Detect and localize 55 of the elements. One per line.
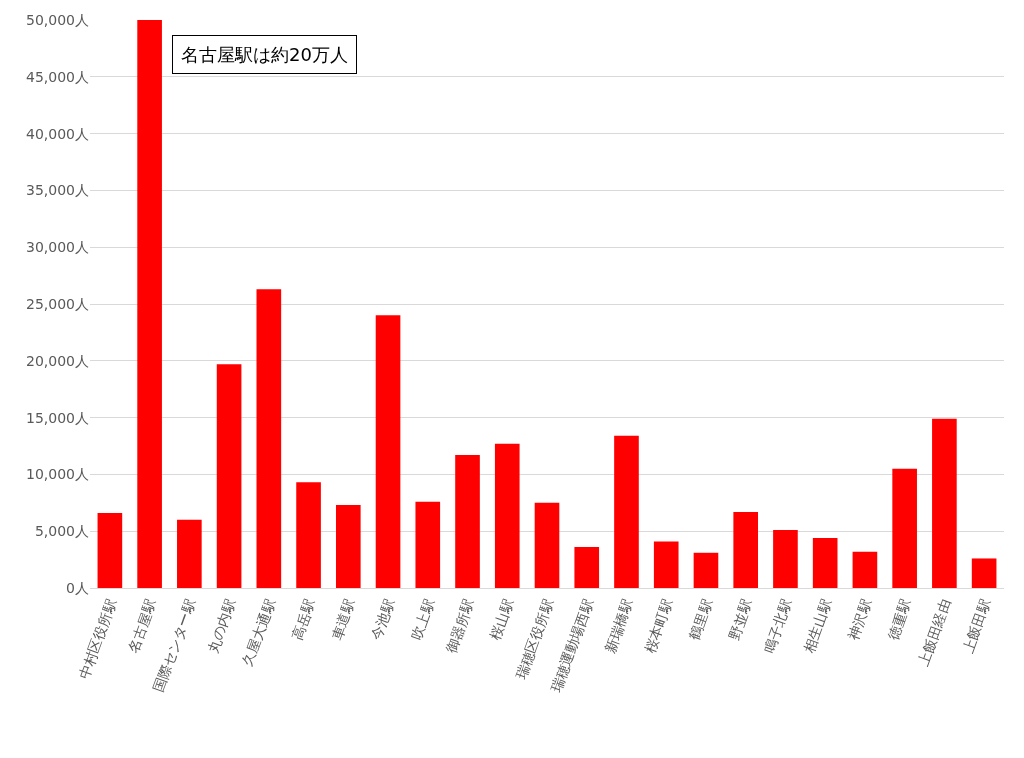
x-tick-label: 相生山駅 [800,596,835,655]
y-tick-label: 15,000人 [26,409,89,426]
x-tick-label: 御器所駅 [442,596,477,655]
bar [614,435,639,588]
bar [971,558,997,588]
bar [653,541,679,588]
x-tick-label: 新瑞橋駅 [601,596,636,655]
bar [852,551,878,588]
annotation: 名古屋駅は約20万人 [181,44,348,65]
bar [693,552,719,588]
bar [932,418,957,588]
bar [97,513,123,588]
x-tick-label: 高岳駅 [288,596,318,642]
y-tick-label: 25,000人 [26,295,89,312]
x-tick-label: 中村区役所駅 [75,596,120,682]
y-tick-label: 30,000人 [26,239,89,256]
y-tick-label: 5,000人 [34,523,89,540]
bar [455,455,480,588]
x-tick-label: 野並駅 [725,596,756,642]
x-tick-label: 桜本町駅 [641,596,676,655]
y-tick-label: 20,000人 [26,352,89,369]
y-tick-label: 50,000人 [26,11,89,28]
bar [574,547,600,588]
x-tick-label: 吹上駅 [407,596,438,642]
bar [534,502,560,588]
bar [296,482,321,588]
bar [216,364,242,588]
bar [812,538,838,588]
y-tick-label: 10,000人 [26,466,89,483]
x-tick-label: 鳴子北駅 [760,596,795,655]
x-tick-label: 上飯田駅 [959,596,994,655]
bar [415,501,441,588]
bar [892,468,917,588]
x-tick-label: 桜山駅 [487,596,517,642]
y-tick-label: 35,000人 [26,182,89,199]
x-tick-label: 徳重駅 [884,596,915,642]
x-tick-label: 鶴里駅 [685,596,716,642]
bar [733,511,759,588]
bar [335,505,361,588]
x-tick-label: 丸の内駅 [204,596,239,655]
x-tick-label: 車道駅 [328,596,358,642]
y-tick-label: 0人 [66,579,89,596]
bar [375,315,401,588]
x-tick-label: 名古屋駅 [124,596,160,655]
bar [773,530,798,588]
bar [494,443,520,588]
x-tick-label: 久屋大通駅 [239,596,279,668]
x-tick-label: 神沢駅 [844,596,875,642]
bar [137,20,162,588]
x-tick-label: 今池駅 [368,596,398,642]
y-tick-label: 45,000人 [26,68,89,85]
bar [256,289,282,588]
y-tick-label: 40,000人 [26,125,89,142]
bar [177,519,202,588]
x-tick-label: 上飯田経由 [914,596,954,668]
